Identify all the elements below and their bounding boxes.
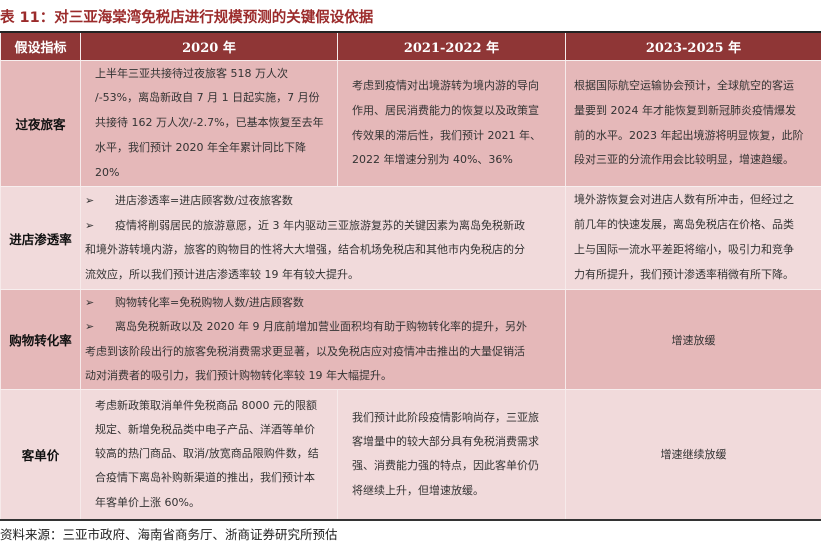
- bullet-text: 和境外游转境内游，旅客的购物目的性将大大增强，结合机场免税店和其他市内免税店的分: [85, 243, 525, 256]
- bullet-text: 离岛免税新政以及 2020 年 9 月底前增加营业面积均有助于购物转化率的提升，…: [115, 320, 527, 333]
- row-label: 进店渗透率: [0, 186, 81, 290]
- arrowhead-bullet-icon: ➢: [85, 194, 95, 207]
- bullet-text: 进店渗透率=进店顾客数/过夜旅客数: [115, 194, 293, 207]
- arrowhead-bullet-icon: ➢: [85, 295, 95, 309]
- cell-2023-2025: 境外游恢复会对进店人数有所冲击，但经过之 前几年的快速发展，离岛免税店在价格、品…: [565, 186, 821, 290]
- table-row: 购物转化率 ➢ 购物转化率=免税购物人数/进店顾客数 ➢ 离岛免税新政以及 2020…: [0, 289, 821, 390]
- table-row: 客单价 考虑新政策取消单件免税商品 8000 元的限额 规定、新增免税品类中电子…: [0, 389, 821, 520]
- table-row: 过夜旅客 上半年三亚共接待过夜旅客 518 万人次 /-53%，离岛新政自 7 …: [0, 60, 821, 187]
- cell-2021-2022: 我们预计此阶段疫情影响尚存，三亚旅 客增量中的较大部分具有免税消费需求 强、消费…: [337, 389, 566, 520]
- bullet-text: 疫情将削弱居民的旅游意愿，近 3 年内驱动三亚旅游复苏的关键因素为离岛免税新政: [115, 218, 525, 232]
- table-title: 表 11：对三亚海棠湾免税店进行规模预测的关键假设依据: [0, 10, 374, 26]
- cell-2020-2022: ➢ 进店渗透率=进店顾客数/过夜旅客数 ➢ 疫情将削弱居民的旅游意愿，近 3 年内驱…: [80, 186, 566, 290]
- cell-2023-2025: 增速放缓: [565, 289, 821, 390]
- cell-2021-2022: 考虑到疫情对出境游转为境内游的导向 作用、居民消费能力的恢复以及政策宣 传效果的…: [337, 60, 566, 187]
- header-2020: 2020 年: [80, 32, 338, 61]
- cell-2020-2022: ➢ 购物转化率=免税购物人数/进店顾客数 ➢ 离岛免税新政以及 2020 年 9 月…: [80, 289, 566, 390]
- bullet-text: 考虑到该阶段出行的旅客免税消费需求更显著，以及免税店应对疫情冲击推出的大量促销活: [85, 344, 525, 358]
- cell-2020: 上半年三亚共接待过夜旅客 518 万人次 /-53%，离岛新政自 7 月 1 日…: [80, 60, 338, 187]
- bullet-text: 购物转化率=免税购物人数/进店顾客数: [115, 295, 304, 309]
- cell-2023-2025: 增速继续放缓: [565, 389, 821, 520]
- arrowhead-bullet-icon: ➢: [85, 320, 95, 333]
- row-label: 购物转化率: [0, 289, 81, 390]
- bullet-text: 流效应，所以我们预计进店渗透率较 19 年有较大提升。: [85, 267, 359, 281]
- row-label: 客单价: [0, 389, 81, 520]
- cell-2023-2025: 根据国际航空运输协会预计，全球航空的客运 量要到 2024 年才能恢复到新冠肺炎…: [565, 60, 821, 187]
- table-row: 进店渗透率 ➢ 进店渗透率=进店顾客数/过夜旅客数 ➢ 疫情将削弱居民的旅游意愿，近…: [0, 186, 821, 290]
- source-note: 资料来源：三亚市政府、海南省商务厅、浙商证券研究所预估: [0, 527, 338, 542]
- header-row: 假设指标 2020 年 2021-2022 年 2023-2025 年: [0, 32, 821, 61]
- cell-2020: 考虑新政策取消单件免税商品 8000 元的限额 规定、新增免税品类中电子产品、洋…: [80, 389, 338, 520]
- header-indicator: 假设指标: [0, 32, 81, 61]
- header-2021-2022: 2021-2022 年: [337, 32, 566, 61]
- arrowhead-bullet-icon: ➢: [85, 218, 95, 232]
- row-label: 过夜旅客: [0, 60, 81, 187]
- assumption-table: 假设指标 2020 年 2021-2022 年 2023-2025 年 过夜旅客…: [0, 31, 821, 521]
- header-2023-2025: 2023-2025 年: [565, 32, 821, 61]
- bullet-text: 动对消费者的吸引力，我们预计购物转化率较 19 年大幅提升。: [85, 369, 392, 382]
